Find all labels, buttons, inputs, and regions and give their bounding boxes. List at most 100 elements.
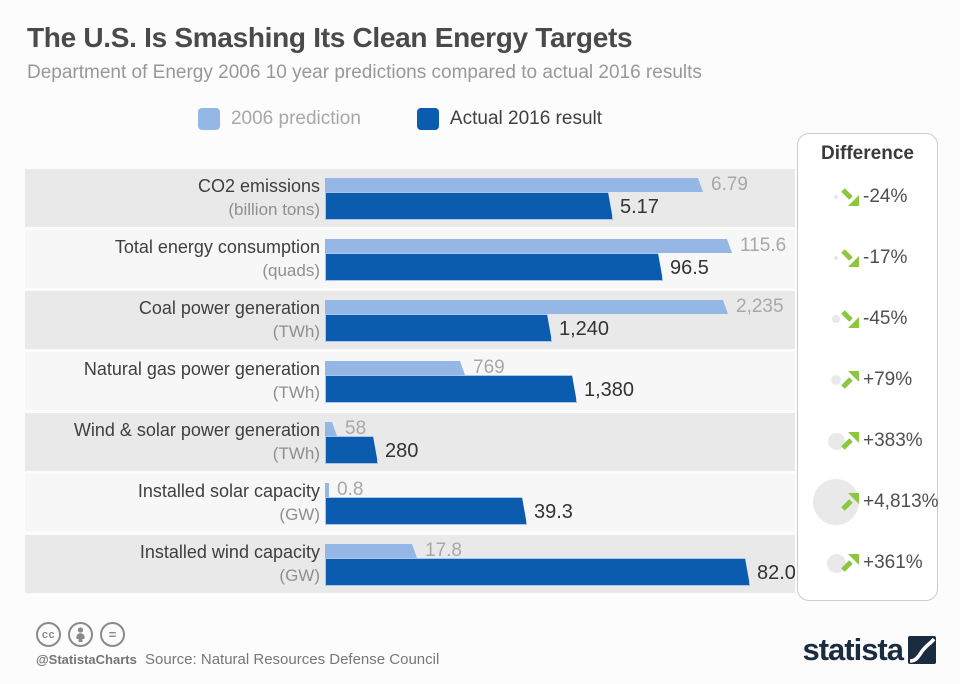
prediction-bar <box>325 178 703 192</box>
row-label: Total energy consumption (quads) <box>25 236 320 282</box>
difference-value: +383% <box>863 430 923 451</box>
trend-down-icon <box>841 249 859 267</box>
actual-bar <box>325 436 378 464</box>
cc-glyph: cc <box>41 628 56 641</box>
category-label: CO2 emissions <box>197 176 320 196</box>
difference-row: -17% <box>798 234 937 282</box>
page-title: The U.S. Is Smashing Its Clean Energy Ta… <box>27 22 633 53</box>
prediction-bar <box>325 422 337 436</box>
difference-row: +383% <box>798 417 937 465</box>
actual-value: 96.5 <box>670 257 709 279</box>
difference-panel: Difference -24% -17% -45% +79% +383% <box>797 133 939 601</box>
magnitude-circle <box>831 375 841 385</box>
row-label: Natural gas power generation (TWh) <box>25 358 320 404</box>
person-glyph <box>76 627 85 642</box>
bar-group: 115.6 96.5 <box>325 230 795 288</box>
difference-row: +361% <box>798 539 937 587</box>
prediction-bar <box>325 544 417 558</box>
category-label: Installed solar capacity <box>137 481 320 501</box>
magnitude-circle <box>827 432 845 450</box>
trend-up-icon <box>841 554 859 572</box>
prediction-value: 769 <box>473 357 505 378</box>
unit-label: (TWh) <box>272 322 320 341</box>
prediction-value: 115.6 <box>740 235 787 256</box>
actual-value: 5.17 <box>620 196 659 218</box>
actual-value: 1,240 <box>559 318 610 340</box>
prediction-value: 58 <box>345 418 367 439</box>
prediction-bar <box>325 483 329 497</box>
trend-up-icon <box>841 432 859 450</box>
actual-value: 82.0 <box>757 562 796 584</box>
difference-value: +79% <box>863 369 913 390</box>
difference-value: -45% <box>863 308 908 329</box>
magnitude-circle <box>832 315 840 323</box>
cc-icon: cc <box>36 622 61 647</box>
row-label: CO2 emissions (billion tons) <box>25 175 320 221</box>
chart-row-installed-solar: Installed solar capacity (GW) 0.8 39.3 <box>25 474 795 532</box>
actual-bar <box>325 314 552 342</box>
page-subtitle: Department of Energy 2006 10 year predic… <box>27 62 702 83</box>
row-label: Installed wind capacity (GW) <box>25 541 320 587</box>
actual-value: 280 <box>385 440 419 462</box>
bar-chart: CO2 emissions (billion tons) 6.79 5.17 T… <box>25 169 796 596</box>
actual-swatch-icon <box>416 108 439 130</box>
chart-row-total-energy: Total energy consumption (quads) 115.6 9… <box>25 230 795 288</box>
difference-row: +4,813% <box>798 478 939 526</box>
statista-logo: statista <box>802 632 936 668</box>
chart-row-co2-emissions: CO2 emissions (billion tons) 6.79 5.17 <box>25 169 795 227</box>
legend: 2006 prediction Actual 2016 result <box>0 108 800 130</box>
magnitude-circle <box>834 256 838 260</box>
legend-item-actual: Actual 2016 result <box>416 108 603 130</box>
trend-down-icon <box>841 310 859 328</box>
magnitude-circle <box>834 195 838 199</box>
prediction-bar <box>325 361 465 375</box>
unit-label: (billion tons) <box>228 200 320 219</box>
attribution-person-icon <box>68 622 93 647</box>
chart-row-coal-power: Coal power generation (TWh) 2,235 1,240 <box>25 291 795 349</box>
source-text: Source: Natural Resources Defense Counci… <box>145 651 440 668</box>
bar-group: 0.8 39.3 <box>325 474 795 532</box>
legend-label-prediction: 2006 prediction <box>230 108 361 129</box>
trend-up-icon <box>841 493 859 511</box>
legend-item-prediction: 2006 prediction <box>197 108 361 130</box>
row-label: Wind & solar power generation (TWh) <box>25 419 320 465</box>
prediction-bar <box>325 300 728 314</box>
actual-bar <box>325 375 577 403</box>
bar-group: 769 1,380 <box>325 352 795 410</box>
bar-group: 58 280 <box>325 413 795 471</box>
actual-value: 1,380 <box>584 379 635 401</box>
actual-bar <box>325 192 613 220</box>
category-label: Coal power generation <box>138 298 320 318</box>
actual-bar <box>325 253 663 281</box>
difference-value: -24% <box>863 186 908 207</box>
category-label: Total energy consumption <box>114 237 320 257</box>
statista-charts-handle: @StatistaCharts <box>36 652 137 667</box>
category-label: Natural gas power generation <box>83 359 320 379</box>
chart-row-natural-gas: Natural gas power generation (TWh) 769 1… <box>25 352 795 410</box>
difference-row: -45% <box>798 295 937 343</box>
difference-value: +361% <box>863 552 923 573</box>
trend-down-icon <box>841 188 859 206</box>
statista-wordmark: statista <box>802 632 904 667</box>
category-label: Wind & solar power generation <box>73 420 320 440</box>
creative-commons-icons: cc = <box>36 622 125 647</box>
unit-label: (GW) <box>279 505 320 524</box>
magnitude-circle <box>826 553 846 573</box>
legend-label-actual: Actual 2016 result <box>449 108 603 129</box>
unit-label: (TWh) <box>272 444 320 463</box>
actual-bar <box>325 497 527 525</box>
row-label: Installed solar capacity (GW) <box>25 480 320 526</box>
difference-row: +79% <box>798 356 937 404</box>
difference-row: -24% <box>798 173 937 221</box>
prediction-swatch-icon <box>197 108 220 130</box>
prediction-value: 2,235 <box>736 296 784 317</box>
equals-icon: = <box>100 622 125 647</box>
actual-value: 39.3 <box>534 501 573 523</box>
actual-bar <box>325 558 750 586</box>
difference-panel-title: Difference <box>821 143 914 164</box>
chart-row-wind-solar-power: Wind & solar power generation (TWh) 58 2… <box>25 413 795 471</box>
unit-label: (TWh) <box>272 383 320 402</box>
bar-group: 2,235 1,240 <box>325 291 795 349</box>
prediction-value: 0.8 <box>337 479 364 500</box>
